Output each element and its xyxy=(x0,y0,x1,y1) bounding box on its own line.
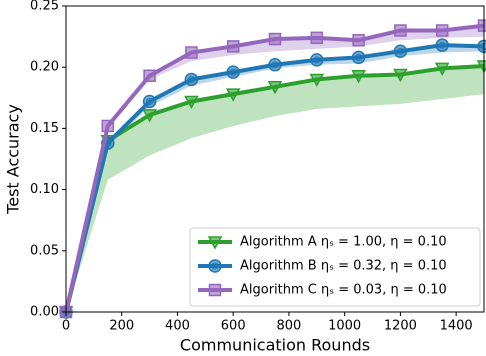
marker-inner xyxy=(313,56,321,64)
marker xyxy=(477,39,486,54)
y-tick-label: 0.10 xyxy=(30,182,59,197)
marker xyxy=(225,88,241,102)
marker xyxy=(309,73,325,88)
marker-inner xyxy=(355,53,363,61)
marker xyxy=(477,19,486,32)
marker xyxy=(393,68,408,83)
marker xyxy=(226,65,240,79)
marker-inner xyxy=(271,61,279,69)
legend-marker xyxy=(208,283,222,297)
legend-label: Algorithm B ηₛ = 0.32, η = 0.10 xyxy=(240,259,447,274)
marker-inner xyxy=(211,262,219,270)
confidence-band xyxy=(66,65,484,312)
marker xyxy=(101,119,115,133)
marker xyxy=(435,38,449,52)
marker xyxy=(268,32,282,46)
marker-inner xyxy=(146,97,154,105)
marker xyxy=(143,69,156,83)
y-axis-label: Test Accuracy xyxy=(4,104,23,215)
x-axis-label: Communication Rounds xyxy=(180,336,370,355)
marker xyxy=(435,24,449,37)
marker xyxy=(185,46,198,59)
marker-inner xyxy=(396,47,404,55)
marker xyxy=(394,24,407,37)
marker xyxy=(226,40,240,53)
marker xyxy=(351,50,366,65)
y-tick-label: 0.20 xyxy=(30,60,59,75)
marker xyxy=(142,109,157,123)
marker xyxy=(434,62,450,76)
marker xyxy=(310,53,324,67)
marker-inner xyxy=(229,68,237,76)
legend-marker xyxy=(207,236,223,250)
marker xyxy=(268,58,282,72)
marker xyxy=(352,34,365,47)
y-tick-label: 0.05 xyxy=(30,243,59,258)
x-tick-label: 200 xyxy=(109,319,134,334)
x-tick-label: 0 xyxy=(62,319,70,334)
legend-box xyxy=(189,227,481,307)
marker xyxy=(184,72,199,87)
marker xyxy=(393,44,408,59)
x-tick-label: 1200 xyxy=(384,319,417,334)
x-tick-label: 800 xyxy=(277,319,302,334)
marker xyxy=(267,81,283,95)
y-tick-label: 0.25 xyxy=(30,0,59,14)
legend-label: Algorithm A ηₛ = 1.00, η = 0.10 xyxy=(240,235,447,250)
marker xyxy=(142,94,157,109)
legend-marker xyxy=(208,259,222,273)
x-tick-label: 400 xyxy=(165,319,190,334)
marker xyxy=(351,70,366,84)
x-tick-label: 1400 xyxy=(440,319,473,334)
marker-inner xyxy=(438,41,446,49)
y-tick-label: 0.00 xyxy=(30,305,59,320)
marker xyxy=(310,31,324,45)
x-tick-label: 600 xyxy=(221,319,246,334)
plot-frame xyxy=(65,5,485,313)
legend-label: Algorithm C ηₛ = 0.03, η = 0.10 xyxy=(240,283,447,298)
marker xyxy=(184,95,199,110)
marker-inner xyxy=(187,75,195,83)
x-tick-label: 1000 xyxy=(328,319,361,334)
y-tick-label: 0.15 xyxy=(30,121,59,136)
